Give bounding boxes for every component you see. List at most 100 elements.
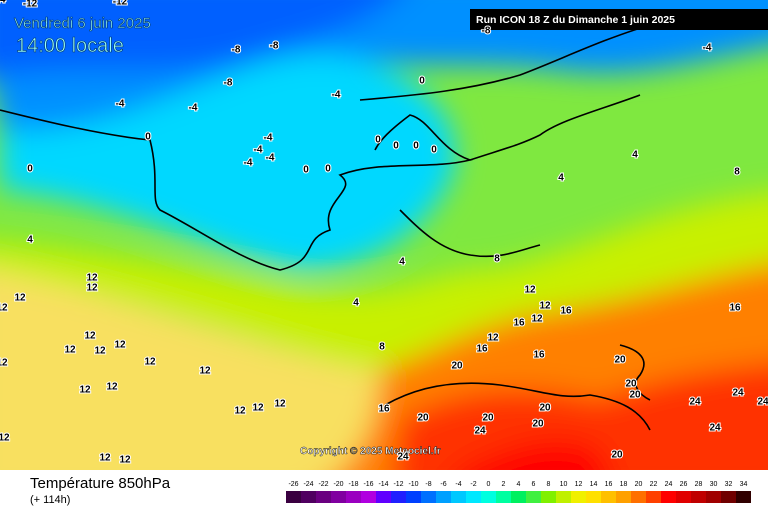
isotherm-label: 16 bbox=[476, 344, 488, 355]
isotherm-label: 12 bbox=[531, 314, 543, 325]
legend-swatch bbox=[331, 491, 346, 503]
legend-swatch bbox=[451, 491, 466, 503]
footer-title: Température 850hPa bbox=[30, 475, 171, 492]
legend-swatch bbox=[676, 491, 691, 503]
legend-swatch bbox=[466, 491, 481, 503]
isotherm-label: 24 bbox=[709, 423, 721, 434]
isotherm-label: 24 bbox=[757, 397, 768, 408]
legend-swatch bbox=[361, 491, 376, 503]
legend-label: 8 bbox=[547, 481, 551, 488]
legend-swatch bbox=[586, 491, 601, 503]
legend-swatch bbox=[511, 491, 526, 503]
isotherm-label: 12 bbox=[84, 331, 96, 342]
isotherm-label: 12 bbox=[274, 399, 286, 410]
isotherm-label: 12 bbox=[99, 453, 111, 464]
legend-swatch bbox=[301, 491, 316, 503]
isotherm-label: 8 bbox=[734, 167, 740, 178]
legend-label: 32 bbox=[725, 481, 733, 488]
date: Vendredi 6 juin 2025 bbox=[14, 15, 151, 32]
isotherm-label: 12 bbox=[79, 385, 91, 396]
isotherm-label: 20 bbox=[614, 355, 626, 366]
legend-label: -10 bbox=[408, 481, 418, 488]
legend-swatch bbox=[661, 491, 676, 503]
isotherm-label: 4 bbox=[353, 298, 359, 309]
isotherm-label: 12 bbox=[487, 333, 499, 344]
legend-swatch bbox=[526, 491, 541, 503]
legend-label: -24 bbox=[303, 481, 313, 488]
isotherm-label: 16 bbox=[513, 318, 525, 329]
isotherm-label: 20 bbox=[417, 413, 429, 424]
isotherm-label: -8 bbox=[224, 78, 233, 89]
isotherm-label: 8 bbox=[379, 342, 385, 353]
legend-label: -18 bbox=[348, 481, 358, 488]
isotherm-label: -4 bbox=[266, 153, 275, 164]
legend-swatch bbox=[421, 491, 436, 503]
isotherm-label: 20 bbox=[539, 403, 551, 414]
isotherm-label: -4 bbox=[116, 99, 125, 110]
isotherm-label: 24 bbox=[0, 0, 6, 6]
legend-label: -16 bbox=[363, 481, 373, 488]
legend-swatch bbox=[736, 491, 751, 503]
isotherm-label: 12 bbox=[539, 301, 551, 312]
isotherm-label: 24 bbox=[474, 426, 486, 437]
isotherm-label: 12 bbox=[0, 358, 8, 369]
lead-time: (+ 114h) bbox=[30, 494, 70, 506]
legend-label: -6 bbox=[440, 481, 446, 488]
isotherm-label: 12 bbox=[86, 273, 98, 284]
legend-label: -8 bbox=[425, 481, 431, 488]
isotherm-label: 0 bbox=[145, 132, 151, 143]
legend-swatch bbox=[316, 491, 331, 503]
isotherm-label: 20 bbox=[625, 379, 637, 390]
isotherm-label: 20 bbox=[482, 413, 494, 424]
isotherm-label: 12 bbox=[14, 293, 26, 304]
isotherm-label: 24 bbox=[732, 388, 744, 399]
isotherm-label: 12 bbox=[94, 346, 106, 357]
isotherm-label: 0 bbox=[375, 135, 381, 146]
isotherm-label: 12 bbox=[199, 366, 211, 377]
isotherm-label: 0 bbox=[413, 141, 419, 152]
temperature-field bbox=[0, 0, 768, 470]
legend-label: 6 bbox=[532, 481, 536, 488]
time: 14:00 locale bbox=[16, 35, 124, 57]
legend-swatch bbox=[286, 491, 301, 503]
isotherm-label: 12 bbox=[106, 382, 118, 393]
legend-label: -14 bbox=[378, 481, 388, 488]
legend-label: -2 bbox=[470, 481, 476, 488]
legend-swatch bbox=[631, 491, 646, 503]
legend-swatch bbox=[481, 491, 496, 503]
isotherm-label: 8 bbox=[494, 254, 500, 265]
legend-label: 12 bbox=[575, 481, 583, 488]
legend-label: -20 bbox=[333, 481, 343, 488]
isotherm-label: 0 bbox=[393, 141, 399, 152]
isotherm-label: 12 bbox=[524, 285, 536, 296]
legend-swatch bbox=[436, 491, 451, 503]
copyright: Copyright © 2025 Meteociel.fr bbox=[300, 446, 441, 457]
isotherm-label: 4 bbox=[632, 150, 638, 161]
isotherm-label: 0 bbox=[431, 145, 437, 156]
legend-label: 4 bbox=[517, 481, 521, 488]
legend-swatch bbox=[601, 491, 616, 503]
legend-swatch bbox=[691, 491, 706, 503]
isotherm-label: 12 bbox=[252, 403, 264, 414]
isotherm-label: 20 bbox=[532, 419, 544, 430]
legend-label: 26 bbox=[680, 481, 688, 488]
legend-swatch bbox=[571, 491, 586, 503]
isotherm-label: 4 bbox=[399, 257, 405, 268]
legend-label: 10 bbox=[560, 481, 568, 488]
run-info: Run ICON 18 Z du Dimanche 1 juin 2025 bbox=[476, 14, 675, 26]
isotherm-label: -4 bbox=[189, 103, 198, 114]
isotherm-label: 12 bbox=[0, 433, 10, 444]
legend-label: -22 bbox=[318, 481, 328, 488]
isotherm-label: 12 bbox=[86, 283, 98, 294]
isotherm-label: 16 bbox=[378, 404, 390, 415]
legend-swatch bbox=[406, 491, 421, 503]
legend-label: 28 bbox=[695, 481, 703, 488]
isotherm-label: -8 bbox=[232, 45, 241, 56]
legend-swatch bbox=[646, 491, 661, 503]
legend-label: 14 bbox=[590, 481, 598, 488]
isotherm-label: 20 bbox=[629, 390, 641, 401]
legend-swatch bbox=[496, 491, 511, 503]
isotherm-label: 0 bbox=[27, 164, 33, 175]
isotherm-label: -12 bbox=[23, 0, 38, 10]
isotherm-label: -4 bbox=[703, 43, 712, 54]
